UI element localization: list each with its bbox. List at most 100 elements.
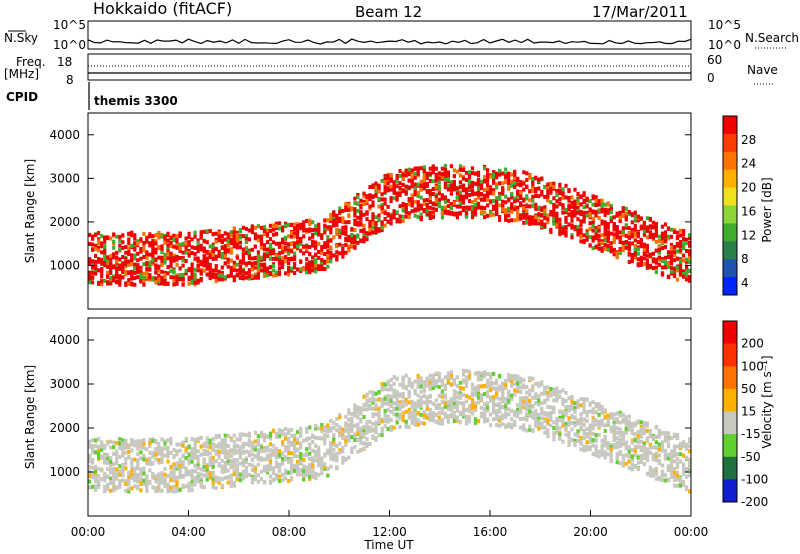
velocity-cell bbox=[476, 384, 481, 389]
power-cell bbox=[525, 215, 529, 220]
power-cell bbox=[139, 275, 143, 280]
power-cell bbox=[531, 176, 535, 181]
power-cell bbox=[169, 241, 173, 245]
velocity-cell bbox=[495, 395, 499, 400]
velocity-cell bbox=[187, 469, 191, 474]
power-cell bbox=[235, 232, 239, 237]
velocity-cell bbox=[256, 473, 260, 478]
power-cell bbox=[654, 229, 658, 234]
power-cell bbox=[678, 258, 683, 263]
velocity-cell bbox=[344, 414, 348, 419]
power-cell bbox=[172, 282, 176, 287]
velocity-cell bbox=[136, 473, 140, 477]
velocity-cell bbox=[169, 464, 173, 469]
velocity-cell bbox=[178, 471, 182, 476]
power-cell bbox=[305, 257, 309, 262]
power-cell bbox=[594, 226, 598, 231]
velocity-cell bbox=[437, 385, 441, 389]
velocity-cell bbox=[470, 398, 475, 403]
velocity-cell bbox=[413, 416, 417, 421]
power-cell bbox=[507, 206, 511, 211]
velocity-cell bbox=[534, 381, 538, 386]
velocity-cell bbox=[455, 390, 459, 395]
power-cell bbox=[633, 238, 637, 243]
power-cell bbox=[386, 188, 390, 192]
velocity-cell bbox=[359, 438, 363, 443]
velocity-cell bbox=[232, 480, 236, 485]
power-cell bbox=[516, 176, 520, 181]
power-cell bbox=[274, 241, 279, 246]
velocity-cell bbox=[492, 406, 496, 411]
velocity-cell bbox=[437, 393, 441, 398]
velocity-cell bbox=[196, 479, 200, 484]
velocity-cell bbox=[106, 484, 110, 489]
power-cell bbox=[247, 269, 251, 274]
velocity-cell bbox=[419, 376, 423, 381]
power-cell bbox=[510, 172, 514, 177]
velocity-cell bbox=[413, 391, 417, 396]
velocity-cell bbox=[534, 410, 538, 415]
power-cell bbox=[100, 257, 104, 262]
power-cell bbox=[259, 245, 264, 250]
velocity-cell bbox=[413, 401, 417, 406]
velocity-cell bbox=[274, 446, 279, 451]
velocity-cell bbox=[193, 463, 197, 468]
power-cell bbox=[392, 184, 396, 189]
power-cell bbox=[368, 185, 372, 190]
velocity-cell bbox=[256, 462, 260, 467]
velocity-cell bbox=[486, 371, 490, 376]
velocity-cell bbox=[470, 402, 475, 407]
power-cell bbox=[579, 219, 583, 224]
velocity-cell bbox=[458, 419, 462, 424]
power-cell bbox=[368, 227, 372, 232]
velocity-cell bbox=[546, 434, 550, 439]
velocity-cell bbox=[190, 479, 194, 484]
velocity-cell bbox=[452, 401, 456, 406]
power-cell bbox=[455, 195, 459, 200]
velocity-cell bbox=[323, 464, 327, 469]
power-cell bbox=[398, 204, 402, 209]
velocity-cell bbox=[190, 473, 194, 478]
power-cell bbox=[241, 252, 245, 257]
power-cell bbox=[293, 222, 297, 227]
power-cell bbox=[320, 258, 324, 262]
velocity-cell bbox=[434, 406, 438, 410]
velocity-cell bbox=[115, 474, 119, 479]
velocity-cell bbox=[498, 423, 502, 428]
velocity-cell bbox=[223, 441, 227, 446]
power-cell bbox=[235, 243, 239, 248]
velocity-cell bbox=[374, 420, 378, 425]
velocity-cell bbox=[320, 426, 324, 431]
power-cell bbox=[178, 233, 182, 238]
power-cell bbox=[525, 204, 529, 209]
velocity-cell bbox=[407, 425, 411, 429]
velocity-cell bbox=[329, 428, 333, 433]
power-cell bbox=[154, 276, 158, 281]
velocity-cell bbox=[175, 466, 179, 471]
velocity-cell bbox=[446, 371, 450, 376]
power-cell bbox=[685, 237, 689, 242]
velocity-cell bbox=[449, 397, 453, 402]
velocity-cell bbox=[437, 371, 441, 376]
velocity-cell bbox=[359, 406, 363, 411]
power-cell bbox=[591, 238, 595, 243]
power-cell bbox=[630, 241, 634, 246]
power-cell bbox=[416, 169, 420, 174]
power-cell bbox=[422, 185, 426, 189]
velocity-cell bbox=[199, 476, 203, 481]
power-cell bbox=[534, 194, 538, 198]
velocity-cell bbox=[314, 475, 318, 480]
power-cell bbox=[106, 273, 110, 278]
velocity-cell bbox=[115, 461, 119, 466]
power-cell bbox=[410, 168, 414, 173]
power-cell bbox=[181, 272, 185, 277]
power-cell bbox=[467, 174, 472, 179]
power-cell bbox=[516, 190, 520, 195]
velocity-cell bbox=[217, 445, 221, 450]
power-cell bbox=[585, 231, 589, 236]
power-cell bbox=[250, 267, 254, 272]
power-cell bbox=[633, 218, 637, 223]
velocity-cell bbox=[271, 448, 276, 453]
power-cell bbox=[651, 251, 655, 256]
power-cell bbox=[232, 241, 236, 246]
